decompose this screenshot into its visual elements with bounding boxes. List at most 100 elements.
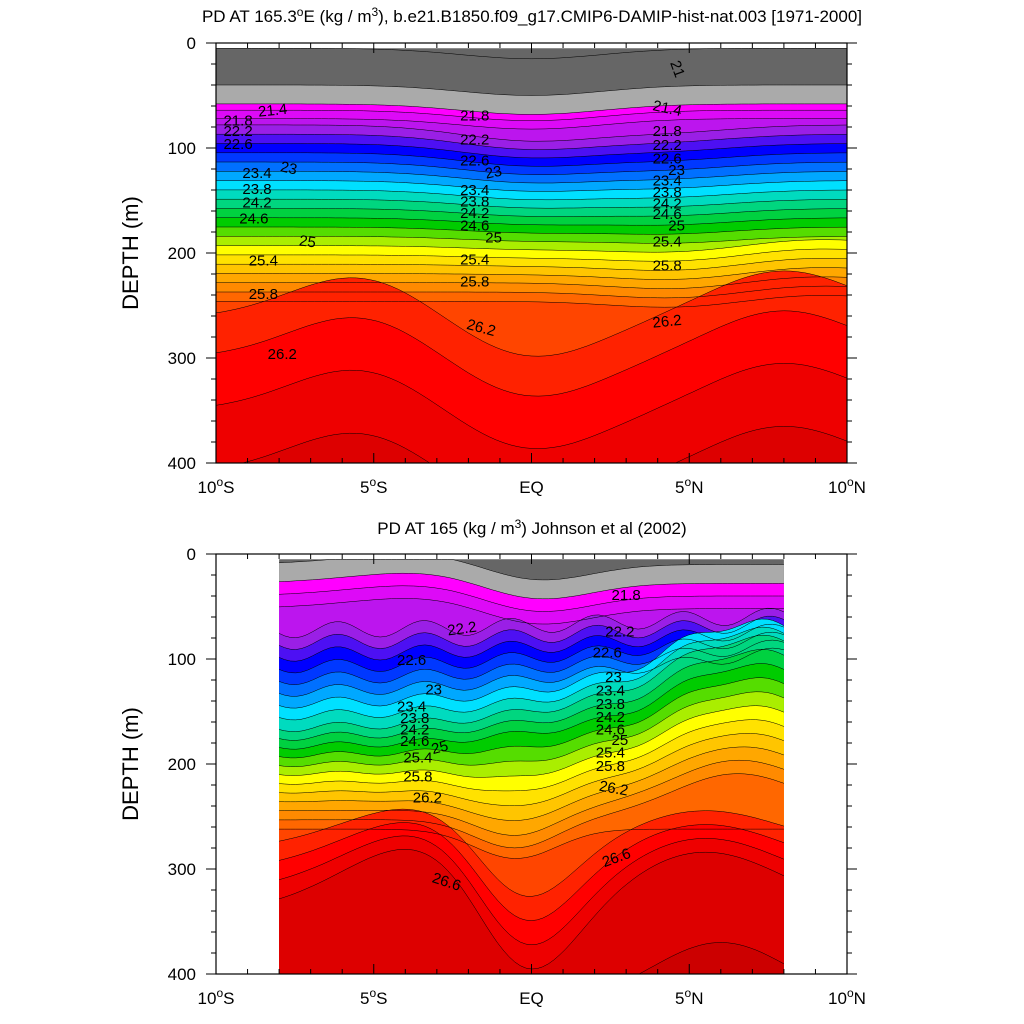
contour-line-21.8 bbox=[279, 598, 784, 625]
contour-label: 22.6 bbox=[223, 136, 252, 153]
contour-line-22.8 bbox=[279, 639, 784, 685]
contour-line-23.6 bbox=[279, 634, 785, 732]
x-tick-label: 10oS bbox=[198, 475, 235, 497]
contour-line-21.8 bbox=[216, 118, 847, 130]
contour-line-24.4 bbox=[279, 691, 784, 767]
contour-label: 24.2 bbox=[400, 721, 429, 738]
x-tick-label: 10oN bbox=[828, 475, 866, 497]
contour-label: 25.8 bbox=[596, 758, 625, 775]
plot-area bbox=[216, 48, 847, 463]
contour-line-26 bbox=[279, 808, 784, 897]
y-tick-label: 400 bbox=[168, 965, 196, 984]
contour-label: 23.4 bbox=[653, 173, 682, 190]
contour-label: 25.4 bbox=[403, 750, 432, 767]
axis-ticks: 10oS 5oS EQ 5oN 10oN 0 100 200 300 400 bbox=[168, 545, 866, 1008]
contour-label: 25 bbox=[668, 218, 685, 235]
contour-label: 24.6 bbox=[653, 206, 682, 223]
y-tick-label: 0 bbox=[187, 34, 196, 53]
x-tick-label: EQ bbox=[519, 478, 544, 497]
y-tick-label: 300 bbox=[168, 349, 196, 368]
contour-label: 24.2 bbox=[596, 709, 625, 726]
plot-area bbox=[278, 559, 785, 974]
contour-label: 21.4 bbox=[651, 97, 683, 120]
contour-label: 24.6 bbox=[596, 721, 625, 738]
y-tick-label: 200 bbox=[168, 244, 196, 263]
x-tick-label: 5oS bbox=[360, 475, 388, 497]
contour-label: 25.4 bbox=[249, 252, 278, 269]
contour-label: 24.2 bbox=[242, 195, 271, 212]
contour-label: 23 bbox=[484, 163, 504, 183]
contour-label: 25.4 bbox=[596, 744, 625, 761]
contour-line-26 bbox=[216, 270, 847, 357]
contour-line-24.2 bbox=[279, 677, 784, 759]
contour-line-21.4 bbox=[216, 103, 847, 115]
contour-label: 26.2 bbox=[413, 790, 442, 807]
panel-bottom: PD AT 165 (kg / m3) Johnson et al (2002)… bbox=[118, 517, 866, 1008]
contour-label: 23.4 bbox=[242, 165, 271, 182]
contour-fill-26.8 bbox=[639, 942, 784, 974]
y-axis-title: DEPTH (m) bbox=[118, 196, 143, 310]
contour-label: 22.2 bbox=[653, 137, 682, 154]
contour-label: 21.8 bbox=[223, 113, 252, 130]
contour-line-21.6 bbox=[216, 109, 847, 121]
contour-line-21 bbox=[279, 559, 784, 581]
contour-label: 24.6 bbox=[239, 210, 268, 227]
contour-label: 25 bbox=[485, 229, 502, 246]
contour-line-23 bbox=[216, 171, 847, 184]
contour-line-25.6 bbox=[279, 773, 784, 849]
panel-title: PD AT 165.3oE (kg / m3), b.e21.B1850.f09… bbox=[202, 5, 862, 26]
contour-line-20.6 bbox=[216, 48, 847, 60]
contour-label: 26.2 bbox=[652, 312, 683, 332]
contour-lines bbox=[278, 559, 785, 974]
contour-label: 22.6 bbox=[460, 153, 489, 170]
x-tick-label: 10oS bbox=[198, 986, 235, 1008]
contour-line-24.6 bbox=[279, 705, 784, 778]
contour-label: 22.2 bbox=[446, 619, 477, 640]
contour-label: 25.8 bbox=[249, 286, 278, 303]
contour-line-26.2 bbox=[216, 310, 847, 397]
contour-label: 23.8 bbox=[653, 184, 682, 201]
axis-ticks: 10oS 5oS EQ 5oN 10oN 0 100 200 300 400 bbox=[168, 34, 866, 497]
contour-label: 25 bbox=[298, 232, 317, 251]
contour-line-24.8 bbox=[279, 719, 784, 792]
y-tick-label: 0 bbox=[187, 545, 196, 564]
contour-line-23.4 bbox=[216, 189, 847, 201]
contour-line-22 bbox=[278, 607, 784, 638]
contour-label: 22.6 bbox=[653, 151, 682, 168]
contour-label: 25.4 bbox=[653, 233, 682, 250]
contour-line-24.6 bbox=[216, 239, 847, 253]
contour-label: 26.2 bbox=[465, 316, 498, 340]
contour-label: 21.8 bbox=[460, 107, 489, 124]
contour-line-26.4 bbox=[216, 363, 847, 449]
contour-label: 24.2 bbox=[460, 205, 489, 222]
x-tick-label: 5oN bbox=[675, 986, 703, 1008]
contour-line-25.4 bbox=[279, 759, 784, 836]
contour-label: 23.8 bbox=[460, 194, 489, 211]
contour-line-23.8 bbox=[216, 208, 847, 217]
contour-label: 24.2 bbox=[653, 196, 682, 213]
x-tick-label: 5oS bbox=[360, 986, 388, 1008]
contour-label: 22.2 bbox=[223, 123, 252, 140]
contour-label: 22.6 bbox=[593, 645, 622, 662]
contour-line-21.6 bbox=[279, 585, 784, 612]
contour-line-24 bbox=[279, 663, 784, 750]
contour-label: 22.6 bbox=[397, 652, 426, 669]
contour-line-26.8 bbox=[638, 942, 785, 974]
contour-line-24.8 bbox=[216, 248, 847, 262]
contour-label: 23 bbox=[279, 158, 299, 178]
y-tick-label: 400 bbox=[168, 454, 196, 473]
contour-line-26.4 bbox=[279, 835, 784, 946]
contour-label: 25.4 bbox=[460, 251, 489, 268]
contour-label: 25 bbox=[430, 737, 451, 758]
contour-label: 21.8 bbox=[612, 587, 641, 604]
contour-line-25.6 bbox=[216, 285, 847, 299]
contour-line-25.8 bbox=[216, 295, 847, 308]
contour-label: 23.8 bbox=[400, 710, 429, 727]
contour-label: 26.2 bbox=[598, 778, 630, 800]
contour-line-26.2 bbox=[279, 822, 784, 921]
contour-line-24.2 bbox=[216, 226, 847, 235]
contour-label: 24.6 bbox=[460, 218, 489, 235]
contour-label: 23 bbox=[668, 162, 685, 179]
contour-line-22.2 bbox=[279, 615, 784, 650]
contour-line-22.4 bbox=[279, 623, 784, 662]
